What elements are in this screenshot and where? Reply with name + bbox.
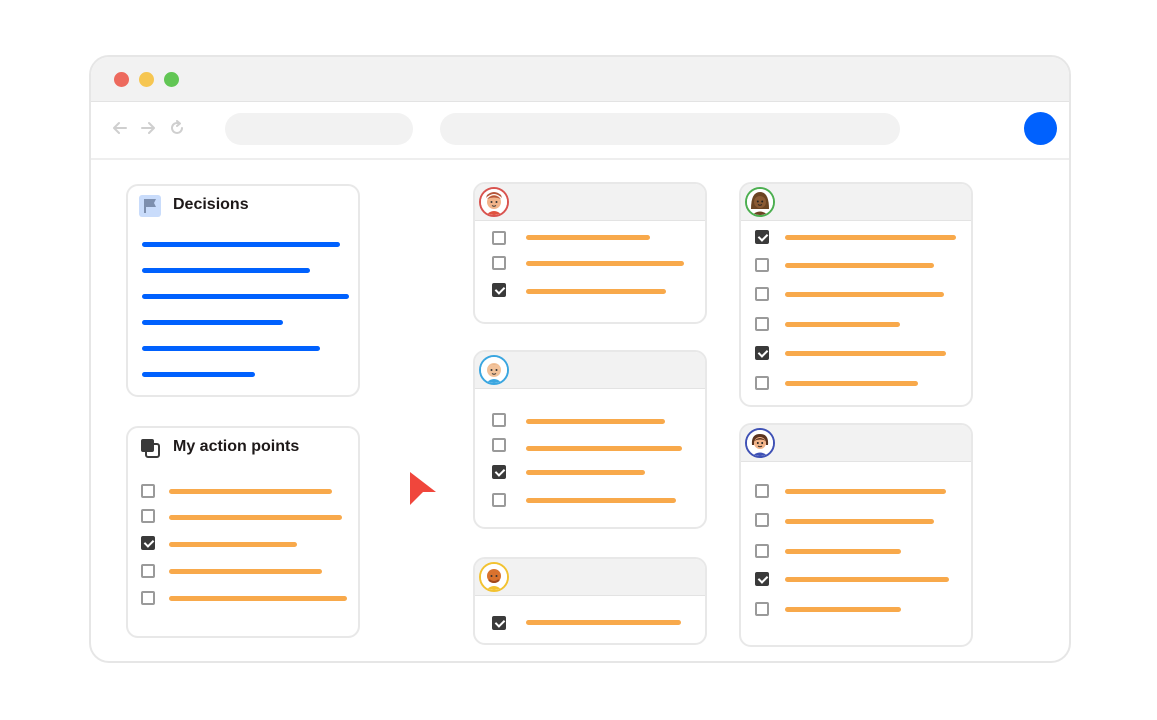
task-checkbox[interactable] [755,513,769,527]
task-line [785,381,918,386]
person-card-header [741,184,971,221]
task-line [785,489,946,494]
action-checkbox[interactable] [141,591,155,605]
decision-line [142,294,349,299]
task-line [785,549,901,554]
person-avatar-icon [745,428,775,458]
task-checkbox[interactable] [755,230,769,244]
flag-icon [139,195,161,217]
person-avatar-icon [479,187,509,217]
action-line [169,569,322,574]
task-line [526,419,665,424]
task-checkbox[interactable] [755,376,769,390]
action-checkbox[interactable] [141,564,155,578]
action-line [169,489,332,494]
action-line [169,596,347,601]
task-checkbox[interactable] [755,544,769,558]
task-checkbox[interactable] [755,317,769,331]
task-line [785,322,900,327]
task-checkbox[interactable] [755,258,769,272]
task-checkbox[interactable] [755,484,769,498]
task-line [526,620,681,625]
zoom-window-button[interactable] [164,72,179,87]
decision-line [142,346,320,351]
task-line [785,263,934,268]
mouse-pointer-icon [410,472,436,505]
person-card [739,423,973,647]
task-line [785,235,956,240]
browser-toolbar [91,102,1069,160]
action-checkbox[interactable] [141,484,155,498]
person-avatar-icon [479,355,509,385]
person-card-header [475,559,705,596]
task-checkbox[interactable] [492,465,506,479]
task-checkbox[interactable] [755,346,769,360]
task-line [526,261,684,266]
person-avatar-icon [745,187,775,217]
task-checkbox[interactable] [492,283,506,297]
stacked-squares-icon [141,439,160,458]
person-card [473,182,707,324]
minimize-window-button[interactable] [139,72,154,87]
action-checkbox[interactable] [141,536,155,550]
person-card [473,557,707,645]
person-card [473,350,707,529]
action-points-title: My action points [173,438,300,455]
task-checkbox[interactable] [492,231,506,245]
task-checkbox[interactable] [492,493,506,507]
task-checkbox[interactable] [755,287,769,301]
task-checkbox[interactable] [755,572,769,586]
task-line [785,607,901,612]
address-bar[interactable] [440,113,900,145]
close-window-button[interactable] [114,72,129,87]
action-points-card: My action points [126,426,360,638]
task-checkbox[interactable] [492,413,506,427]
decision-line [142,320,283,325]
task-line [785,577,949,582]
task-line [785,519,934,524]
person-card-header [741,425,971,462]
tab-pill[interactable] [225,113,413,145]
person-card-header [475,352,705,389]
task-line [526,498,676,503]
person-card [739,182,973,407]
task-line [785,292,944,297]
forward-arrow-icon[interactable] [140,120,156,136]
person-card-header [475,184,705,221]
task-line [526,470,645,475]
back-arrow-icon[interactable] [112,120,128,136]
reload-icon[interactable] [169,120,185,136]
decisions-card: Decisions [126,184,360,397]
person-avatar-icon [479,562,509,592]
task-line [526,289,666,294]
task-line [526,446,682,451]
decision-line [142,372,255,377]
decisions-title: Decisions [173,196,249,213]
task-line [526,235,650,240]
action-line [169,542,297,547]
action-line [169,515,342,520]
task-checkbox[interactable] [492,256,506,270]
title-bar [91,57,1069,102]
task-checkbox[interactable] [492,616,506,630]
task-line [785,351,946,356]
task-checkbox[interactable] [755,602,769,616]
task-checkbox[interactable] [492,438,506,452]
decision-line [142,242,340,247]
decision-line [142,268,310,273]
action-checkbox[interactable] [141,509,155,523]
profile-avatar[interactable] [1024,112,1057,145]
